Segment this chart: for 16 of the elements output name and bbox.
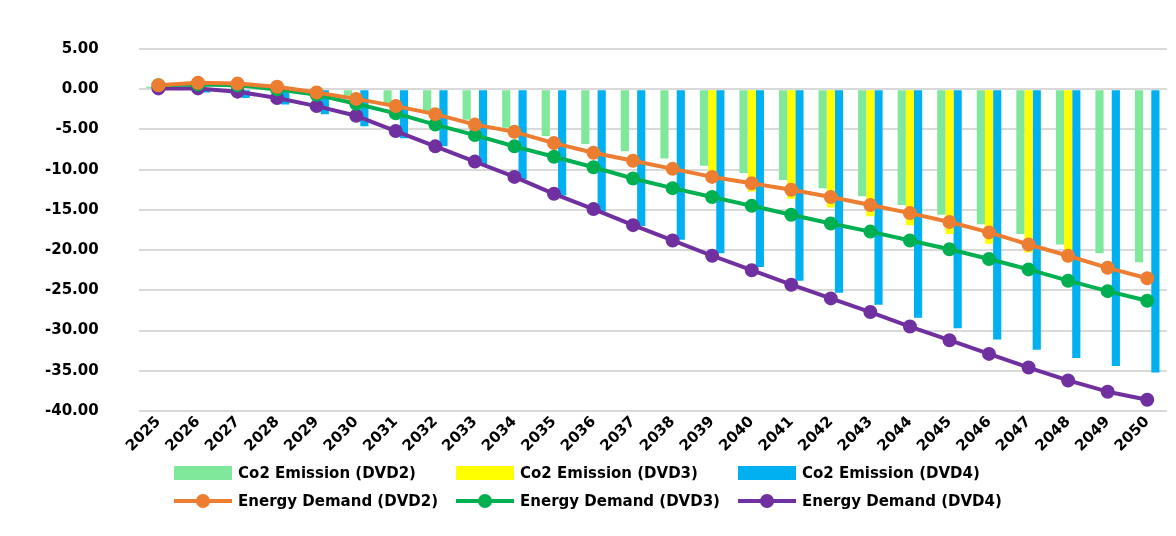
y-tick-label: 0.00 — [61, 79, 99, 98]
legend-label: Energy Demand (DVD2) — [238, 492, 439, 510]
y-tick-label: -5.00 — [55, 119, 99, 138]
y-tick-label: -35.00 — [45, 360, 99, 379]
legend-label: Co2 Emission (DVD2) — [238, 464, 416, 482]
legend-label: Energy Demand (DVD4) — [801, 492, 1002, 510]
y-tick-label: -30.00 — [45, 320, 99, 339]
y-tick-label: -25.00 — [45, 280, 99, 299]
y-tick-label: -40.00 — [45, 400, 99, 419]
y-tick-label: -10.00 — [45, 159, 99, 178]
y-tick-label: 5.00 — [61, 38, 99, 57]
legend-label: Energy Demand (DVD3) — [520, 492, 720, 510]
y-tick-label: -15.00 — [45, 199, 99, 218]
legend-label: Co2 Emission (DVD3) — [520, 464, 698, 482]
y-tick-label: -20.00 — [45, 240, 99, 258]
legend-label: Co2 Emission (DVD4) — [801, 464, 980, 482]
